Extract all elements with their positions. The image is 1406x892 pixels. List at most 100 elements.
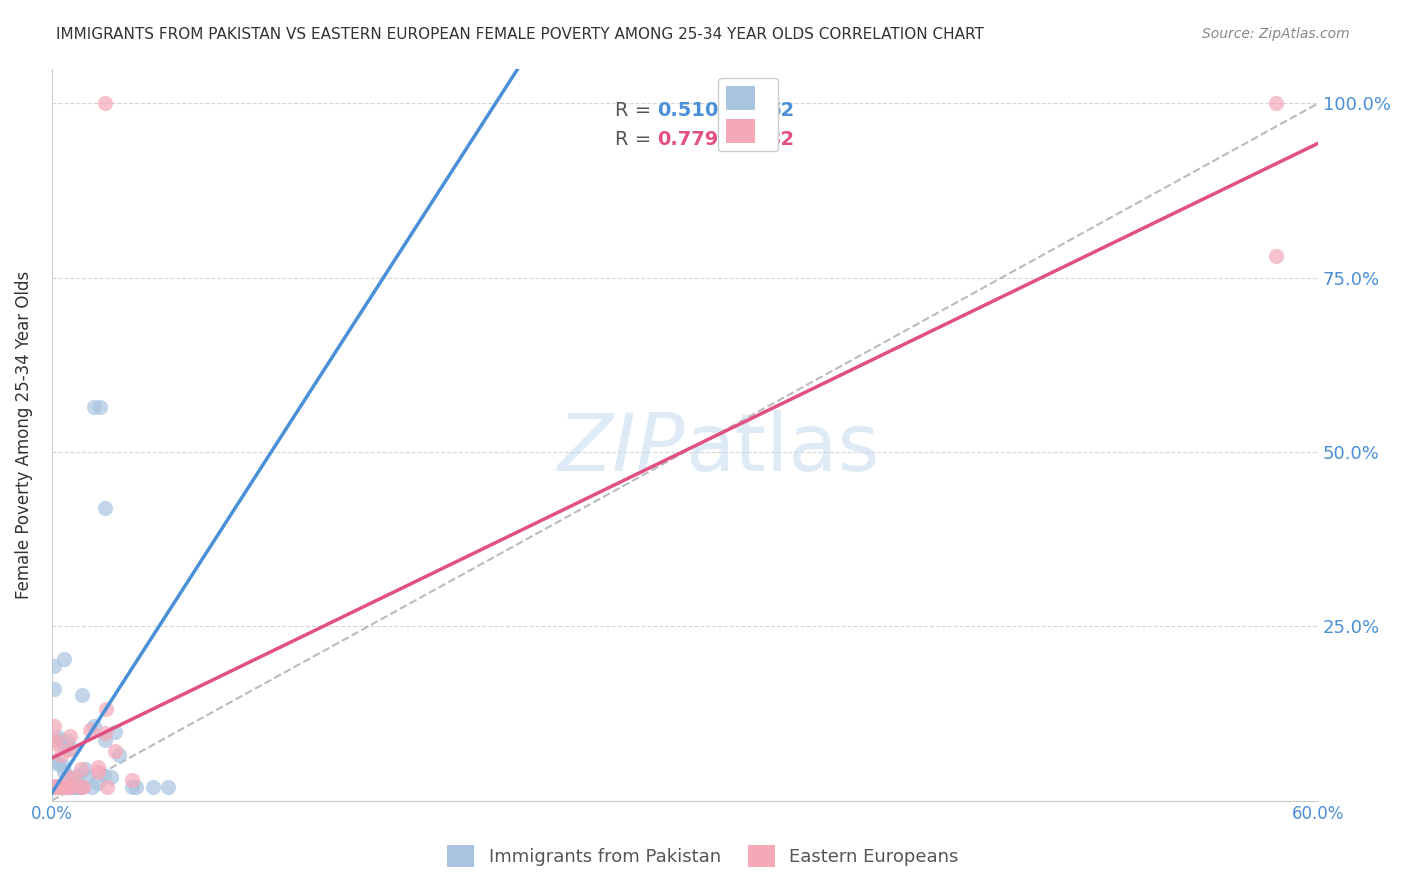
Point: [62, 780, 84, 794]
Text: IMMIGRANTS FROM PAKISTAN VS EASTERN EUROPEAN FEMALE POVERTY AMONG 25-34 YEAR OLD: IMMIGRANTS FROM PAKISTAN VS EASTERN EURO…: [56, 27, 984, 42]
Point: [87, 775, 110, 789]
Point: [56, 743, 79, 757]
Point: [56, 780, 79, 794]
Point: [93, 96, 115, 111]
Point: [104, 744, 127, 758]
Legend: Immigrants from Pakistan, Eastern Europeans: Immigrants from Pakistan, Eastern Europe…: [440, 838, 966, 874]
Point: [69, 780, 91, 794]
Point: [46, 757, 69, 772]
Point: [58, 780, 80, 794]
Point: [46, 780, 69, 794]
Point: [56, 771, 79, 785]
Point: [79, 723, 101, 737]
Point: [42, 736, 65, 750]
Text: R =: R =: [616, 101, 658, 120]
Point: [69, 780, 91, 794]
Point: [65, 771, 87, 785]
Point: [53, 780, 76, 794]
Point: [48, 780, 70, 794]
Point: [63, 770, 86, 784]
Point: [58, 780, 80, 794]
Point: [108, 748, 131, 763]
Point: [42, 780, 65, 794]
Point: [59, 780, 82, 794]
Point: [125, 780, 148, 794]
Text: 32: 32: [768, 130, 794, 149]
Point: [1264, 96, 1286, 111]
Point: [70, 762, 93, 776]
Point: [45, 780, 67, 794]
Text: 0.510: 0.510: [657, 101, 718, 120]
Text: 0.779: 0.779: [657, 130, 718, 149]
Point: [83, 719, 105, 733]
Point: [44, 780, 66, 794]
Point: [93, 732, 115, 747]
Point: [89, 400, 111, 414]
Point: [142, 780, 165, 794]
Point: [59, 730, 82, 744]
Point: [77, 770, 100, 784]
Legend: , : ,: [718, 78, 779, 151]
Point: [45, 733, 67, 747]
Point: [48, 733, 70, 747]
Point: [94, 702, 117, 716]
Point: [121, 772, 143, 787]
Point: [121, 780, 143, 794]
Point: [73, 763, 96, 777]
Point: [1264, 249, 1286, 263]
Point: [58, 771, 80, 785]
Point: [44, 780, 66, 794]
Point: [44, 780, 66, 794]
Point: [58, 780, 80, 794]
Point: [51, 780, 73, 794]
Point: [82, 780, 104, 794]
Point: [42, 659, 65, 673]
Point: [104, 724, 127, 739]
Point: [42, 780, 65, 794]
Point: [56, 734, 79, 748]
Point: [96, 780, 118, 794]
Text: atlas: atlas: [685, 410, 879, 488]
Point: [53, 780, 76, 794]
Point: [156, 780, 179, 794]
Text: R =: R =: [616, 130, 658, 149]
Point: [52, 739, 75, 753]
Point: [46, 730, 69, 744]
Point: [59, 780, 82, 794]
Text: Source: ZipAtlas.com: Source: ZipAtlas.com: [1202, 27, 1350, 41]
Y-axis label: Female Poverty Among 25-34 Year Olds: Female Poverty Among 25-34 Year Olds: [15, 270, 32, 599]
Point: [72, 780, 94, 794]
Point: [60, 741, 83, 756]
Point: [93, 768, 115, 782]
Point: [51, 748, 73, 763]
Point: [65, 780, 87, 794]
Point: [46, 780, 69, 794]
Point: [48, 780, 70, 794]
Text: 62: 62: [768, 101, 794, 120]
Point: [44, 719, 66, 733]
Point: [44, 780, 66, 794]
Point: [69, 780, 91, 794]
Point: [52, 764, 75, 779]
Point: [53, 780, 76, 794]
Point: [46, 780, 69, 794]
Point: [83, 400, 105, 414]
Point: [42, 682, 65, 697]
Point: [46, 780, 69, 794]
Text: N =: N =: [730, 130, 773, 149]
Point: [52, 759, 75, 773]
Point: [44, 780, 66, 794]
Point: [42, 779, 65, 793]
Point: [87, 760, 110, 774]
Point: [62, 772, 84, 786]
Point: [93, 725, 115, 739]
Point: [100, 771, 122, 785]
Point: [44, 780, 66, 794]
Point: [45, 780, 67, 794]
Point: [67, 768, 90, 782]
Point: [53, 652, 76, 666]
Point: [70, 688, 93, 702]
Point: [51, 780, 73, 794]
Text: ZIP: ZIP: [558, 410, 685, 488]
Point: [66, 780, 89, 794]
